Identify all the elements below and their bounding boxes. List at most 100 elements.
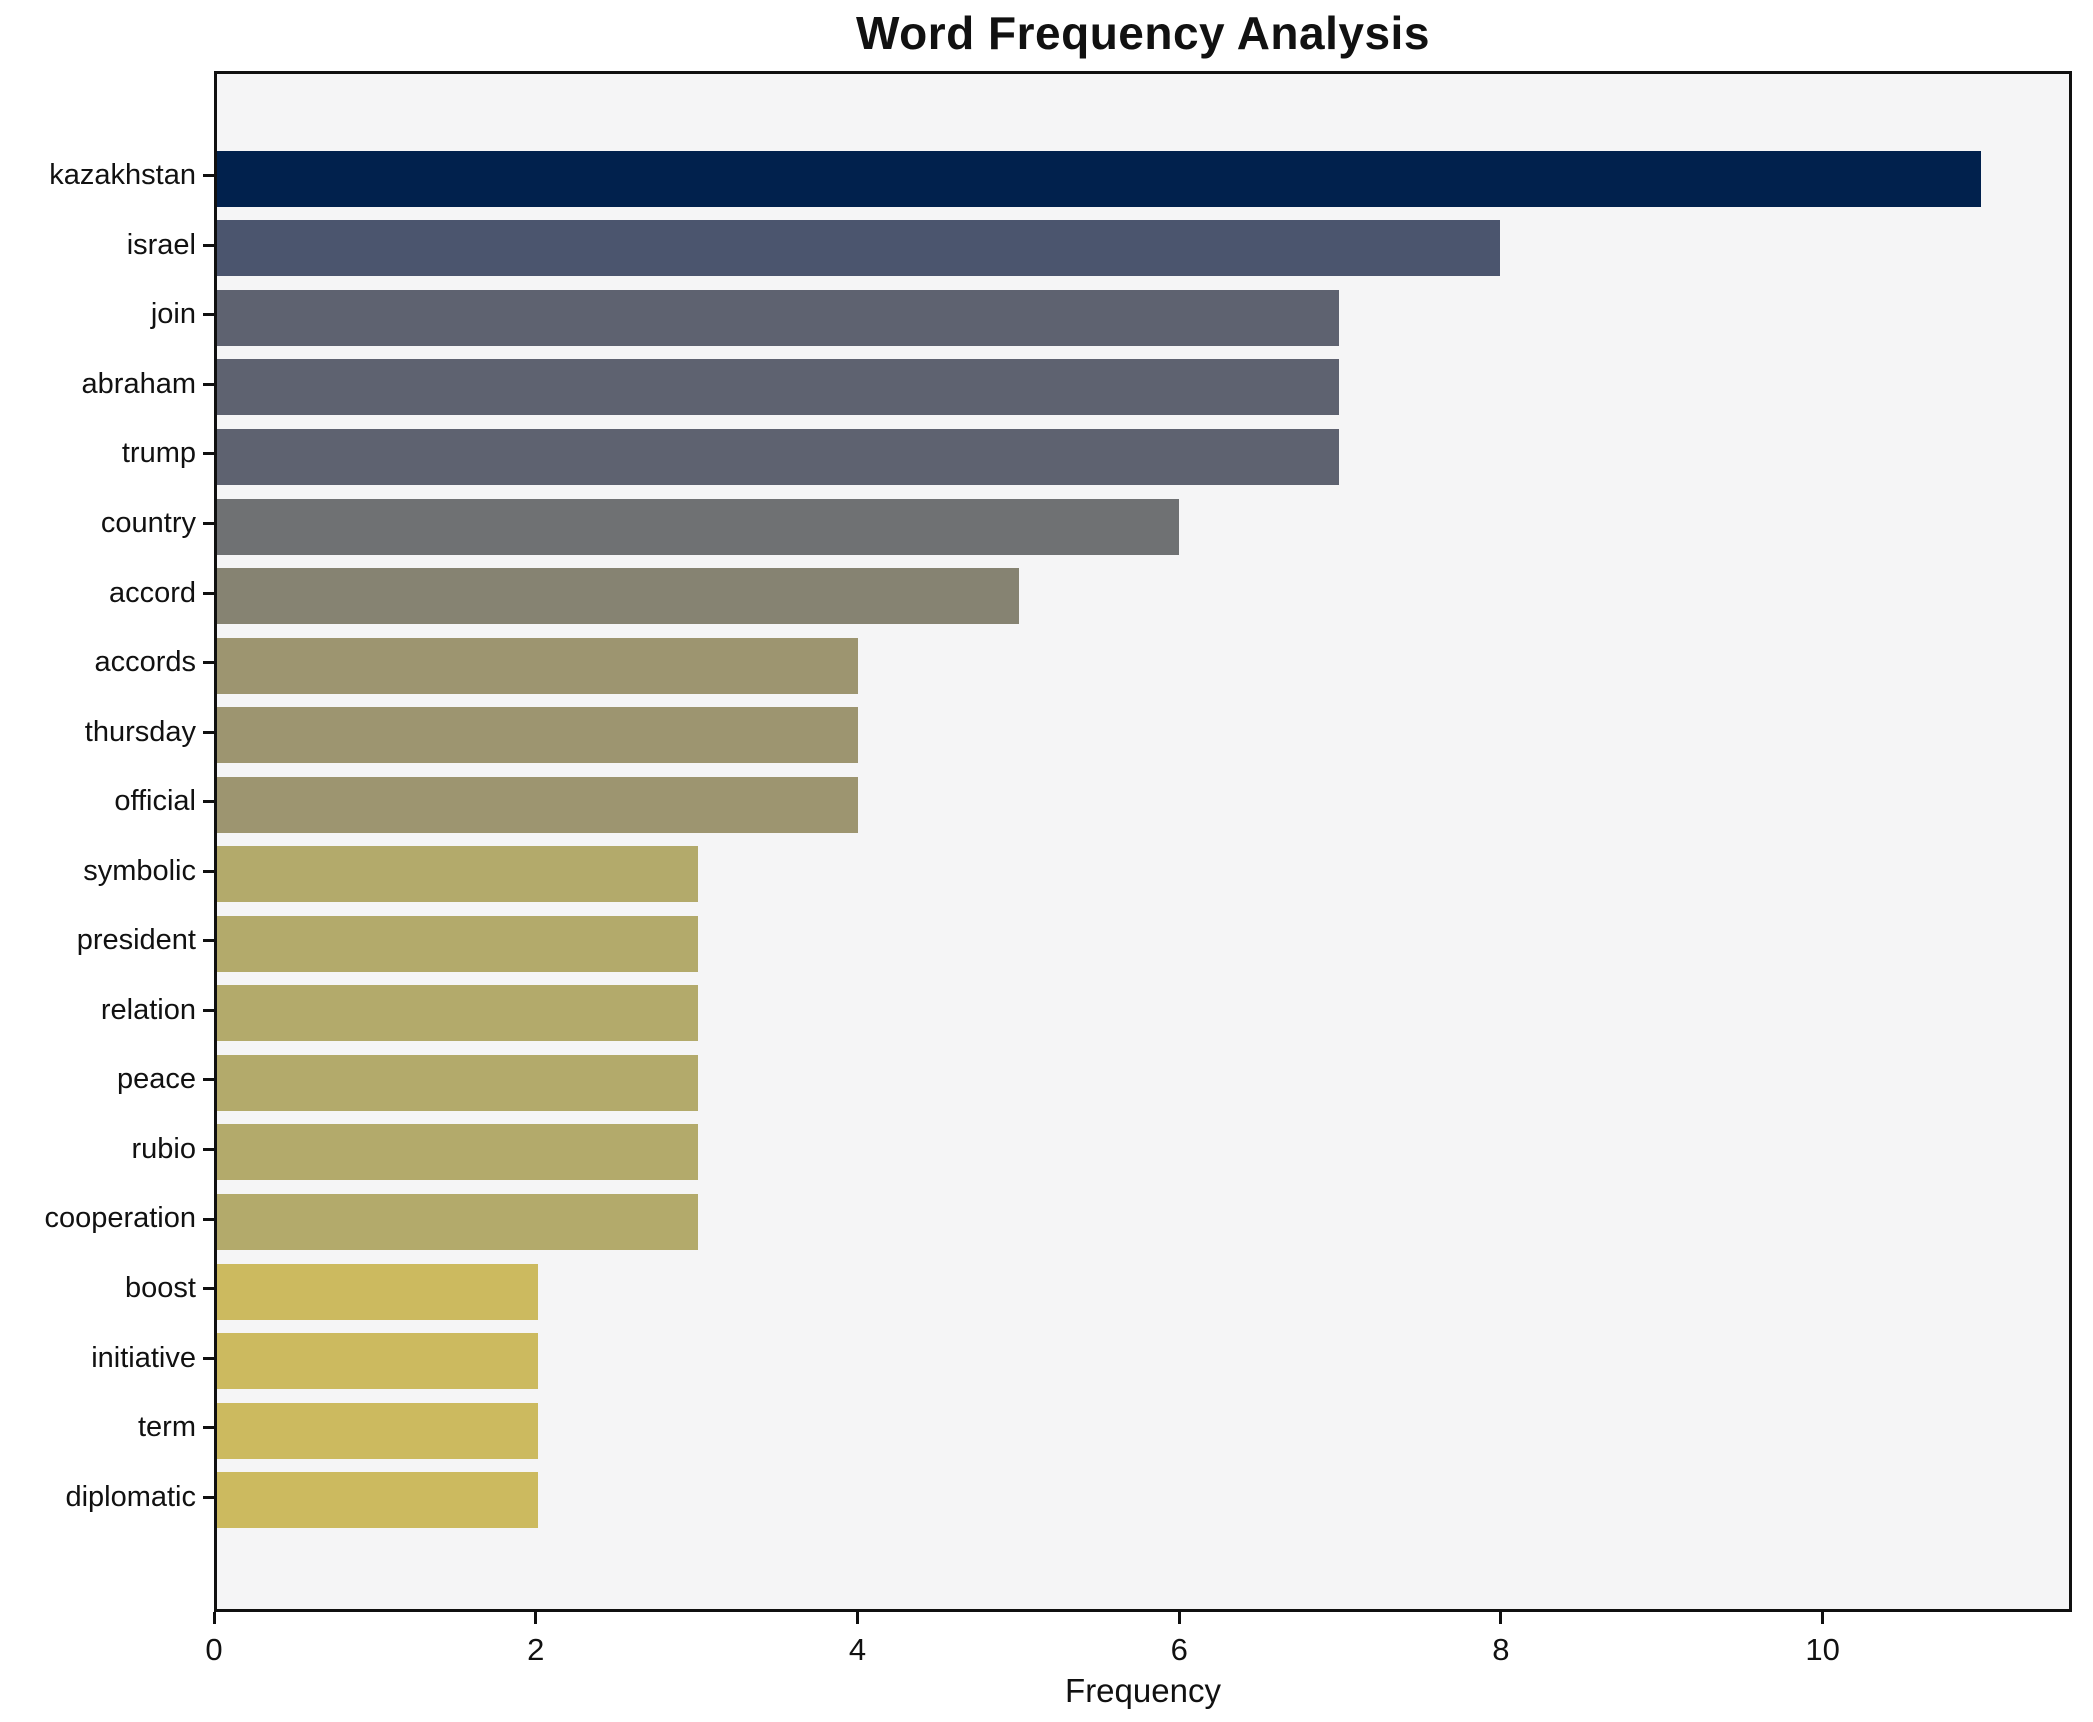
y-tick-label-president: president xyxy=(76,924,196,957)
bar-initiative xyxy=(217,1333,538,1390)
y-tick-mark xyxy=(203,452,214,456)
y-tick-mark xyxy=(203,869,214,873)
y-tick-label-boost: boost xyxy=(125,1272,196,1305)
bar-president xyxy=(217,915,699,972)
x-tick-mark xyxy=(1177,1612,1181,1624)
bar-row xyxy=(217,1326,2069,1396)
x-tick-label-10: 10 xyxy=(1805,1632,1840,1667)
y-axis-labels: kazakhstan israel join abraham trump country a… xyxy=(0,141,196,1532)
y-tick-mark xyxy=(203,591,214,595)
y-tick-label-term: term xyxy=(138,1411,196,1444)
y-tick-mark xyxy=(203,1078,214,1082)
y-tick-label-cooperation: cooperation xyxy=(44,1202,196,1235)
x-tick-mark xyxy=(855,1612,859,1624)
bar-rubio xyxy=(217,1124,699,1181)
chart-title: Word Frequency Analysis xyxy=(856,7,1430,59)
bar-relation xyxy=(217,985,699,1042)
bar-row xyxy=(217,631,2069,701)
bar-row xyxy=(217,839,2069,909)
y-tick-mark xyxy=(203,1356,214,1360)
y-tick-mark xyxy=(203,1495,214,1499)
bar-abraham xyxy=(217,359,1340,416)
bar-symbolic xyxy=(217,846,699,903)
y-tick-mark xyxy=(203,522,214,526)
y-tick-mark xyxy=(203,661,214,665)
bar-row xyxy=(217,1465,2069,1535)
bar-diplomatic xyxy=(217,1472,538,1529)
y-tick-mark xyxy=(203,1008,214,1012)
y-tick-label-peace: peace xyxy=(116,1063,196,1096)
bar-cooperation xyxy=(217,1193,699,1250)
bar-row xyxy=(217,700,2069,770)
y-tick-mark xyxy=(203,1147,214,1151)
y-tick-label-symbolic: symbolic xyxy=(83,854,196,887)
plot-area xyxy=(214,71,2072,1612)
y-tick-mark xyxy=(203,382,214,386)
y-tick-label-rubio: rubio xyxy=(131,1132,197,1165)
bar-row xyxy=(217,1257,2069,1327)
bar-trump xyxy=(217,428,1340,485)
x-axis-ticks: 0 2 4 6 8 10 xyxy=(205,1612,2072,1682)
bar-row xyxy=(217,422,2069,492)
y-tick-mark xyxy=(203,730,214,734)
y-tick-label-official: official xyxy=(114,785,196,818)
bar-row xyxy=(217,214,2069,284)
bar-thursday xyxy=(217,707,859,764)
x-tick-label-2: 2 xyxy=(527,1632,545,1667)
bar-boost xyxy=(217,1263,538,1320)
bar-row xyxy=(217,353,2069,423)
y-tick-label-initiative: initiative xyxy=(91,1341,196,1374)
y-tick-label-relation: relation xyxy=(100,993,196,1026)
y-tick-label-trump: trump xyxy=(121,437,196,470)
y-tick-label-kazakhstan: kazakhstan xyxy=(49,159,196,192)
bar-country xyxy=(217,498,1180,555)
y-tick-label-diplomatic: diplomatic xyxy=(65,1480,196,1513)
y-tick-mark xyxy=(203,1287,214,1291)
y-tick-label-abraham: abraham xyxy=(81,367,196,400)
bar-row xyxy=(217,144,2069,214)
bar-row xyxy=(217,283,2069,353)
y-tick-mark xyxy=(203,313,214,317)
bar-row xyxy=(217,1396,2069,1466)
bar-accord xyxy=(217,568,1019,625)
x-tick-label-4: 4 xyxy=(848,1632,867,1667)
bar-row xyxy=(217,1118,2069,1188)
x-tick-mark xyxy=(212,1612,216,1624)
bar-row xyxy=(217,1187,2069,1257)
bar-israel xyxy=(217,220,1500,277)
y-tick-label-accord: accord xyxy=(108,576,196,609)
x-tick-mark xyxy=(1499,1612,1503,1624)
x-tick-mark xyxy=(1821,1612,1825,1624)
y-tick-label-join: join xyxy=(150,298,196,331)
y-tick-label-israel: israel xyxy=(126,228,196,261)
bar-official xyxy=(217,776,859,833)
bar-row xyxy=(217,561,2069,631)
x-tick-mark xyxy=(534,1612,538,1624)
y-tick-mark xyxy=(203,800,214,804)
y-tick-mark xyxy=(203,243,214,247)
bar-accords xyxy=(217,637,859,694)
y-tick-mark xyxy=(203,1426,214,1430)
y-tick-label-country: country xyxy=(100,507,196,539)
x-axis-title: Frequency xyxy=(1065,1672,1221,1709)
y-tick-mark xyxy=(203,174,214,178)
bar-join xyxy=(217,289,1340,346)
x-tick-label-8: 8 xyxy=(1492,1632,1510,1667)
bar-row xyxy=(217,492,2069,562)
bar-row xyxy=(217,909,2069,979)
x-tick-label-0: 0 xyxy=(205,1632,223,1667)
bar-row xyxy=(217,770,2069,840)
y-tick-mark xyxy=(203,939,214,943)
y-tick-mark xyxy=(203,1217,214,1221)
bars-container xyxy=(217,144,2069,1535)
bar-peace xyxy=(217,1054,699,1111)
bar-row xyxy=(217,1048,2069,1118)
x-tick-label-6: 6 xyxy=(1170,1632,1188,1667)
y-tick-label-accords: accords xyxy=(94,646,196,679)
bar-row xyxy=(217,979,2069,1049)
y-axis-tick-marks xyxy=(203,141,214,1532)
bar-kazakhstan xyxy=(217,150,1981,207)
bar-term xyxy=(217,1402,538,1459)
y-tick-label-thursday: thursday xyxy=(84,715,196,748)
